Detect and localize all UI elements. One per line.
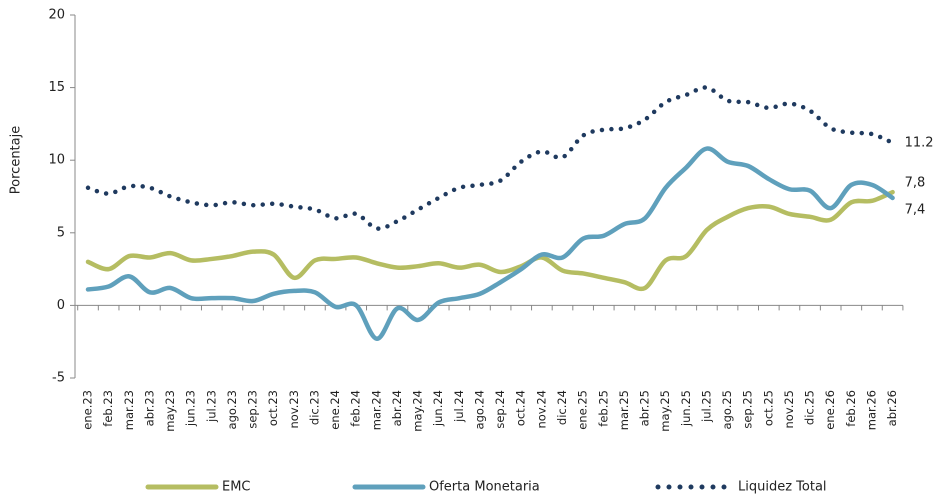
x-tick-label: jun.25 [679, 390, 693, 427]
x-tick-label: jul.23 [204, 390, 218, 423]
x-tick-label: sep.25 [741, 390, 755, 429]
x-tick-label: ene.24 [328, 390, 342, 430]
x-tick-label: nov.23 [287, 390, 301, 429]
x-tick-label: feb.25 [596, 390, 610, 427]
series-line [85, 189, 895, 292]
x-tick-label: may.25 [658, 390, 672, 432]
x-tick-label: abr.23 [142, 390, 156, 426]
y-tick-label: 10 [48, 153, 65, 168]
x-tick-label: jul.25 [699, 390, 713, 423]
x-tick-label: may.23 [163, 390, 177, 432]
x-tick-label: mar.23 [122, 390, 136, 430]
x-tick-label: mar.26 [864, 390, 878, 430]
x-tick-label: oct.23 [266, 390, 280, 426]
y-tick-label: 15 [48, 80, 65, 95]
x-tick-label: feb.23 [101, 390, 115, 427]
x-tick-label: mar.25 [617, 390, 631, 430]
legend-label: EMC [222, 480, 251, 495]
end-label: 11.2 [905, 135, 934, 150]
x-tick-label: jun.24 [431, 390, 445, 427]
y-axis-label: Porcentaje [9, 126, 24, 194]
x-tick-label: abr.25 [638, 390, 652, 426]
x-tick-label: sep.24 [493, 390, 507, 429]
series-line [85, 146, 895, 342]
x-tick-label: feb.26 [844, 390, 858, 427]
x-tick-label: ene.23 [81, 390, 95, 430]
x-tick-label: oct.24 [514, 390, 528, 426]
end-label: 7,4 [905, 202, 926, 217]
x-tick-label: abr.24 [390, 390, 404, 426]
x-tick-label: abr.26 [885, 390, 899, 426]
y-tick-label: 0 [57, 298, 65, 313]
x-tick-label: ago.25 [720, 390, 734, 429]
x-tick-label: dic.24 [555, 390, 569, 425]
x-tick-label: feb.24 [349, 390, 363, 427]
x-tick-label: ene.26 [823, 390, 837, 430]
series-line [85, 85, 895, 231]
x-tick-label: mar.24 [369, 390, 383, 430]
y-tick-label: -5 [52, 371, 65, 386]
legend-label: Oferta Monetaria [429, 480, 540, 495]
x-tick-label: ene.25 [576, 390, 590, 430]
legend-label: Liquidez Total [738, 480, 827, 495]
x-tick-label: jul.24 [452, 390, 466, 423]
x-tick-label: ago.24 [472, 390, 486, 429]
x-tick-label: dic.25 [803, 390, 817, 425]
x-tick-label: dic.23 [307, 390, 321, 425]
end-label: 7,8 [905, 176, 926, 191]
x-tick-label: may.24 [411, 390, 425, 432]
x-tick-label: oct.25 [761, 390, 775, 426]
y-tick-label: 20 [48, 8, 65, 23]
x-tick-label: nov.25 [782, 390, 796, 429]
x-tick-label: nov.24 [534, 390, 548, 429]
x-tick-label: ago.23 [225, 390, 239, 429]
x-tick-label: jun.23 [184, 390, 198, 427]
x-tick-label: sep.23 [246, 390, 260, 429]
y-tick-label: 5 [57, 225, 65, 240]
